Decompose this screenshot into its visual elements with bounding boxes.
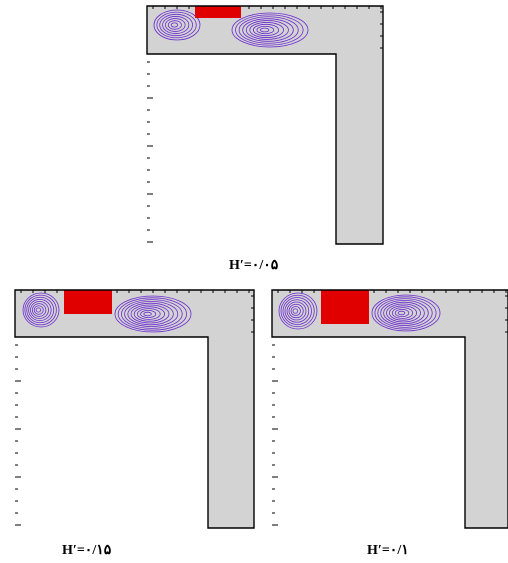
vortex-contour — [391, 307, 414, 319]
heater-block — [64, 290, 112, 314]
vortex-contour — [371, 294, 441, 332]
caption-h-0-15: H′=۰/۱۵ — [62, 543, 112, 558]
vortex-contour — [159, 13, 193, 37]
vortex-contour — [127, 302, 174, 326]
vortex-contour — [143, 311, 152, 317]
panel-h-0-05 — [140, 0, 390, 252]
vortex-contour — [133, 306, 165, 322]
vortex-contour — [22, 292, 60, 328]
vortex-contour — [280, 294, 315, 328]
heater-block — [195, 6, 241, 18]
vortex-contour — [235, 14, 304, 46]
vortex-contour — [153, 9, 201, 41]
vortex-contour — [256, 25, 275, 35]
vortex-contour — [242, 18, 294, 42]
vortex-contour — [260, 27, 270, 33]
vortex-contour — [156, 11, 197, 39]
vortex-contour — [386, 303, 421, 323]
l-cavity-streamline-plot-h-0-05 — [146, 5, 384, 245]
vortex-contour — [383, 301, 425, 325]
vortex-contour — [137, 308, 161, 320]
vortex-contour — [252, 23, 280, 37]
fluid-domain — [272, 290, 508, 528]
vortex-contour — [380, 299, 429, 327]
vortex-contour — [374, 296, 437, 330]
panel-h-0-1 — [265, 282, 508, 532]
vortex-contour — [33, 305, 44, 315]
vortex-contour — [288, 303, 304, 319]
vortex-contour — [397, 310, 406, 316]
l-cavity-streamline-plot-h-0-1 — [271, 289, 508, 529]
vortex-contour — [389, 305, 418, 321]
vortex-contour — [290, 306, 301, 316]
cavity-wall — [14, 289, 255, 529]
vortex-contour — [292, 308, 299, 314]
vortex-contour — [28, 298, 52, 322]
vortex-contour — [117, 297, 187, 331]
caption-h-0-05: H′=۰/۰۵ — [229, 258, 279, 273]
vortex-contour — [167, 20, 182, 30]
vortex-contour — [284, 299, 310, 323]
vortex-contour — [377, 298, 433, 328]
vortex-contour — [24, 294, 57, 326]
heater-block — [321, 290, 369, 324]
vortex-contour — [286, 301, 307, 321]
vortex-contour — [238, 16, 299, 44]
vortex-contour — [245, 20, 289, 40]
fluid-domain — [15, 290, 254, 528]
vortex-contour — [394, 308, 410, 317]
vortex-contour — [278, 292, 318, 330]
cavity-wall — [146, 5, 384, 245]
cavity-wall — [271, 289, 508, 529]
caption-h-0-1: H′=۰/۱ — [367, 543, 409, 558]
fluid-domain — [147, 6, 383, 244]
vortex-contour — [165, 18, 186, 32]
vortex-contour — [170, 22, 179, 28]
vortex-contour — [114, 295, 192, 333]
vortex-contour — [130, 304, 170, 324]
vortex-contour — [231, 12, 309, 48]
vortex-contour — [31, 303, 47, 317]
vortex-contour — [35, 307, 42, 313]
vortex-contour — [121, 299, 183, 329]
vortex-contour — [30, 301, 49, 319]
l-cavity-streamline-plot-h-0-15 — [14, 289, 255, 529]
vortex-contour — [249, 22, 284, 38]
vortex-contour — [124, 300, 179, 328]
vortex-contour — [162, 16, 190, 34]
vortex-contour — [140, 309, 157, 318]
vortex-contour — [26, 296, 55, 324]
vortex-contour — [282, 297, 312, 325]
panel-h-0-15 — [8, 282, 258, 532]
